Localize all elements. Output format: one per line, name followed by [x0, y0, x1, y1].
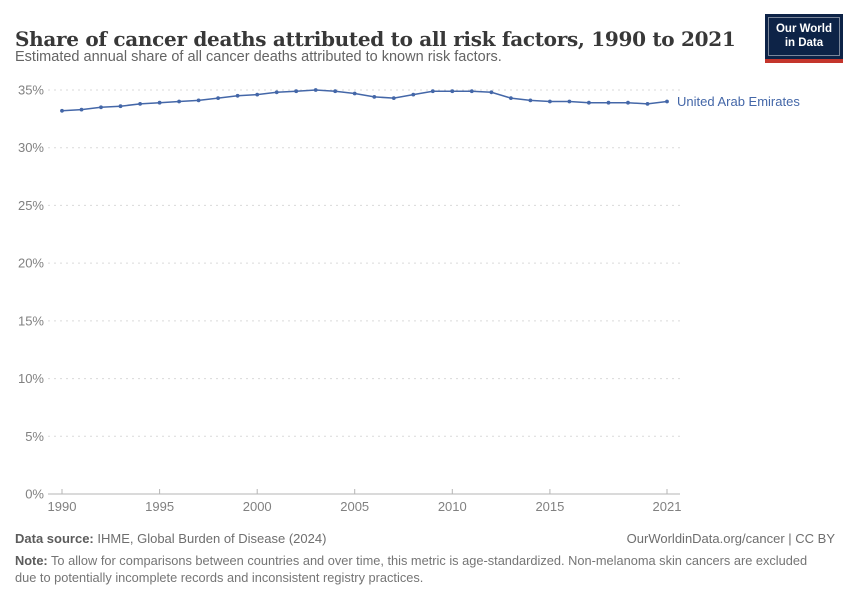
x-tick-label: 2021: [653, 499, 682, 514]
data-point[interactable]: [548, 99, 552, 104]
owid-logo-line2: in Data: [784, 37, 824, 50]
data-point[interactable]: [450, 89, 455, 94]
data-point[interactable]: [509, 96, 513, 100]
data-point[interactable]: [352, 91, 357, 96]
y-tick-label: 20%: [18, 256, 44, 271]
y-tick-label: 25%: [18, 198, 44, 213]
data-point[interactable]: [469, 89, 474, 94]
data-point[interactable]: [645, 102, 650, 106]
data-point[interactable]: [99, 105, 103, 110]
data-point[interactable]: [60, 108, 64, 113]
data-source-label: Data source:: [15, 531, 94, 546]
x-tick-label: 2005: [340, 499, 369, 514]
data-point[interactable]: [294, 89, 299, 94]
data-point[interactable]: [177, 99, 182, 104]
owid-logo-text: Our World in Data: [767, 17, 840, 56]
data-point[interactable]: [157, 100, 162, 105]
data-point[interactable]: [587, 100, 591, 105]
note-text: To allow for comparisons between countri…: [15, 553, 808, 585]
data-point[interactable]: [79, 107, 84, 112]
data-point[interactable]: [235, 93, 240, 98]
data-point[interactable]: [626, 100, 630, 105]
data-point[interactable]: [665, 99, 669, 104]
data-point[interactable]: [255, 92, 260, 97]
data-source-text: Data source: IHME, Global Burden of Dise…: [15, 531, 326, 546]
y-tick-label: 35%: [18, 83, 44, 98]
note-label: Note:: [15, 553, 48, 568]
data-source-value: IHME, Global Burden of Disease (2024): [97, 531, 327, 546]
x-tick-label: 2015: [535, 499, 564, 514]
line-chart[interactable]: 0% 5% 10% 15% 20% 25% 30% 35% 1990 1995 2000 2005 20…: [0, 0, 850, 525]
data-point[interactable]: [313, 88, 318, 92]
data-point[interactable]: [333, 89, 338, 94]
data-point[interactable]: [606, 100, 611, 105]
x-tick-label: 2000: [243, 499, 272, 514]
data-point[interactable]: [411, 92, 416, 97]
data-point[interactable]: [430, 89, 435, 94]
y-tick-label: 10%: [18, 371, 44, 386]
data-point[interactable]: [528, 98, 533, 103]
data-point[interactable]: [138, 102, 143, 106]
x-tick-label: 1995: [145, 499, 174, 514]
chart-subtitle: Estimated annual share of all cancer dea…: [15, 49, 502, 65]
data-point[interactable]: [118, 104, 123, 109]
page-title: Share of cancer deaths attributed to all…: [15, 27, 736, 52]
data-point[interactable]: [372, 95, 377, 99]
owid-logo-line1: Our World: [775, 23, 832, 35]
x-tick-label: 2010: [438, 499, 467, 514]
owid-logo[interactable]: Our World in Data: [764, 14, 843, 63]
data-line[interactable]: [61, 89, 668, 112]
data-point[interactable]: [489, 90, 494, 95]
x-tick-label: 1990: [48, 499, 77, 514]
footer-note: Note: To allow for comparisons between c…: [15, 553, 810, 587]
data-point[interactable]: [196, 98, 201, 103]
y-tick-label: 30%: [18, 140, 44, 155]
y-tick-label: 5%: [25, 429, 44, 444]
data-point[interactable]: [391, 96, 396, 100]
data-point[interactable]: [216, 96, 221, 100]
y-tick-label: 15%: [18, 313, 44, 328]
attribution-link[interactable]: OurWorldinData.org/cancer | CC BY: [626, 531, 835, 546]
y-tick-label: 0%: [25, 487, 44, 502]
data-point[interactable]: [567, 99, 572, 104]
data-point[interactable]: [274, 90, 279, 95]
footer-sources-row: Data source: IHME, Global Burden of Dise…: [15, 531, 835, 546]
series-label: United Arab Emirates: [677, 94, 800, 109]
